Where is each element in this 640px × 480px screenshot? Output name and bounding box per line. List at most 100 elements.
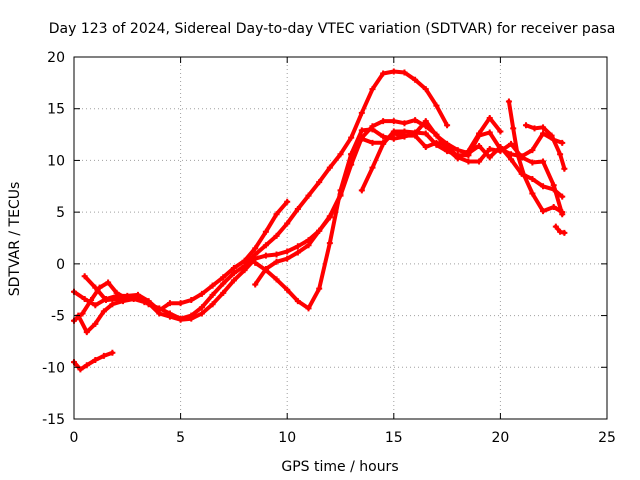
data-point [273, 258, 280, 265]
data-point [444, 122, 451, 129]
data-point [109, 301, 116, 308]
data-point [497, 128, 504, 135]
data-point [540, 124, 547, 131]
data-point [508, 156, 515, 163]
data-point [156, 305, 163, 312]
data-point [369, 139, 376, 146]
data-point [412, 76, 419, 83]
data-point [422, 118, 429, 125]
data-point [305, 192, 312, 199]
data-point [262, 266, 269, 273]
data-point [177, 316, 184, 323]
series-points-arc-4 [81, 115, 504, 323]
data-point [79, 310, 86, 317]
data-point [550, 203, 557, 210]
data-point [241, 257, 248, 264]
data-point [369, 86, 376, 93]
data-point [220, 280, 227, 287]
x-tick-label: 25 [598, 430, 616, 446]
data-point [156, 310, 163, 317]
data-point [369, 164, 376, 171]
data-point [294, 243, 301, 250]
data-point [520, 171, 527, 178]
x-tick-label: 20 [491, 430, 509, 446]
data-point [83, 362, 90, 369]
data-point [113, 289, 120, 296]
data-point [230, 264, 237, 271]
data-point [294, 206, 301, 213]
data-point [380, 70, 387, 77]
data-point [465, 158, 472, 165]
y-tick-label: -10 [42, 360, 65, 376]
data-point [294, 249, 301, 256]
series-line-arc-3 [72, 69, 450, 323]
data-point [557, 228, 564, 235]
chart-grid [74, 57, 607, 419]
chart-title: Day 123 of 2024, Sidereal Day-to-day VTE… [49, 21, 616, 37]
y-tick-label: 15 [47, 102, 65, 118]
data-point [81, 273, 88, 280]
data-point [209, 301, 216, 308]
data-point [561, 165, 568, 172]
data-point [188, 315, 195, 322]
data-point [444, 148, 451, 155]
data-point [77, 366, 84, 373]
data-point [454, 147, 461, 154]
data-point [273, 276, 280, 283]
data-point [273, 232, 280, 239]
data-point [252, 245, 259, 252]
data-point [262, 252, 269, 259]
data-point [294, 298, 301, 305]
data-point [83, 329, 90, 336]
data-point [326, 213, 333, 220]
data-point [540, 208, 547, 215]
data-point [540, 183, 547, 190]
data-point [284, 220, 291, 227]
data-point [540, 158, 547, 165]
series-points-arc-3 [71, 68, 451, 324]
data-point [92, 284, 99, 291]
data-point [559, 209, 566, 216]
data-point [557, 151, 564, 158]
x-axis-label: GPS time / hours [281, 459, 398, 475]
data-point [284, 198, 291, 205]
data-point [262, 242, 269, 249]
data-point [540, 130, 547, 137]
data-point [390, 135, 397, 142]
chart-series [71, 68, 568, 373]
data-point [100, 308, 107, 315]
data-point [326, 164, 333, 171]
data-point [559, 139, 566, 146]
data-point [444, 141, 451, 148]
data-point [337, 151, 344, 158]
data-point [401, 69, 408, 76]
data-point [102, 297, 109, 304]
chart-ticks [73, 56, 608, 420]
data-point [422, 143, 429, 150]
data-point [486, 129, 493, 136]
data-point [522, 122, 529, 129]
data-point [262, 228, 269, 235]
data-point [81, 296, 88, 303]
data-point [380, 118, 387, 125]
data-point [92, 302, 99, 309]
data-point [209, 291, 216, 298]
data-point [348, 134, 355, 141]
data-point [198, 310, 205, 317]
data-point [348, 151, 355, 158]
data-point [531, 125, 538, 132]
data-point [380, 133, 387, 140]
data-point [433, 102, 440, 109]
data-point [552, 223, 559, 230]
data-point [401, 128, 408, 135]
data-point [476, 158, 483, 165]
data-point [230, 270, 237, 277]
data-point [316, 285, 323, 292]
data-point [380, 140, 387, 147]
data-point [505, 98, 512, 105]
chart-tick-labels: 0 5 10 15 20 25 -15 -10 -5 0 5 10 15 20 [42, 50, 616, 446]
data-point [390, 128, 397, 135]
data-point [100, 352, 107, 359]
y-axis-label: SDTVAR / TECUs [7, 182, 23, 297]
data-point [369, 126, 376, 133]
